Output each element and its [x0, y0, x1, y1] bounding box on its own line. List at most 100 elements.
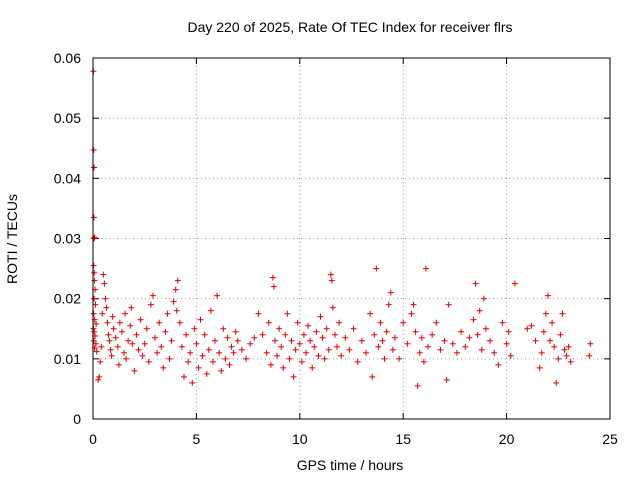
x-axis-title: GPS time / hours — [297, 457, 404, 473]
x-tick-label: 0 — [89, 431, 97, 447]
data-point — [141, 340, 148, 347]
data-point — [259, 331, 266, 338]
data-point — [247, 340, 254, 347]
data-point — [317, 313, 324, 320]
data-point — [178, 343, 185, 350]
data-point — [164, 310, 171, 317]
data-point — [458, 328, 465, 335]
data-point — [99, 310, 106, 317]
data-point — [499, 319, 506, 326]
y-tick-label: 0 — [73, 411, 81, 427]
data-point — [358, 337, 365, 344]
data-point — [524, 325, 531, 332]
data-point — [567, 358, 574, 365]
data-point — [346, 346, 353, 353]
data-point — [354, 358, 361, 365]
data-point — [201, 331, 208, 338]
data-point — [149, 292, 156, 299]
data-point — [331, 331, 338, 338]
data-point — [416, 349, 423, 356]
data-point — [180, 373, 187, 380]
data-point — [193, 340, 200, 347]
y-axis-title: ROTI / TECUs — [4, 194, 20, 284]
data-point — [212, 337, 219, 344]
chart-title: Day 220 of 2025, Rate Of TEC Index for r… — [187, 19, 512, 35]
data-point — [420, 358, 427, 365]
data-point — [185, 358, 192, 365]
data-point — [443, 376, 450, 383]
data-point — [538, 349, 545, 356]
data-point — [114, 343, 121, 350]
data-point — [91, 164, 98, 171]
data-point — [131, 367, 138, 374]
data-point — [226, 361, 233, 368]
data-point — [325, 346, 332, 353]
data-point — [139, 352, 146, 359]
data-point — [122, 310, 129, 317]
data-point — [205, 346, 212, 353]
data-point — [491, 349, 498, 356]
x-tick-labels: 0 5 10 15 20 25 — [89, 431, 618, 447]
data-point — [286, 355, 293, 362]
data-point — [251, 334, 258, 341]
data-point — [269, 274, 276, 281]
data-point — [336, 319, 343, 326]
data-point — [300, 331, 307, 338]
data-point — [284, 310, 291, 317]
data-point — [90, 147, 97, 154]
data-point — [292, 346, 299, 353]
data-point — [176, 319, 183, 326]
data-point — [381, 355, 388, 362]
data-point — [482, 325, 489, 332]
data-point — [298, 358, 305, 365]
grid-lines — [93, 58, 610, 419]
data-point — [128, 304, 135, 311]
data-point — [389, 346, 396, 353]
data-point — [267, 361, 274, 368]
data-point — [303, 349, 310, 356]
data-point — [228, 343, 235, 350]
data-point — [230, 349, 237, 356]
data-point — [103, 304, 110, 311]
x-tick-label: 10 — [292, 431, 308, 447]
data-point — [152, 334, 159, 341]
data-point — [135, 346, 142, 353]
data-point — [166, 355, 173, 362]
data-point — [329, 304, 336, 311]
data-point — [422, 265, 429, 272]
data-point — [313, 328, 320, 335]
data-point — [387, 289, 394, 296]
data-point — [495, 361, 502, 368]
data-point — [561, 346, 568, 353]
data-point — [319, 334, 326, 341]
data-point — [125, 337, 132, 344]
data-point — [170, 298, 177, 305]
data-point — [282, 331, 289, 338]
data-point — [214, 292, 221, 299]
data-point — [224, 334, 231, 341]
data-point — [288, 337, 295, 344]
axis-ticks — [92, 57, 611, 420]
y-tick-label: 0.06 — [54, 50, 81, 66]
data-point — [160, 364, 167, 371]
data-point — [555, 355, 562, 362]
data-point — [207, 307, 214, 314]
data-point — [367, 310, 374, 317]
data-point — [234, 337, 241, 344]
data-point — [559, 310, 566, 317]
data-point — [90, 214, 97, 221]
data-point — [172, 286, 179, 293]
data-point — [203, 370, 210, 377]
data-point — [466, 334, 473, 341]
data-point — [385, 301, 392, 308]
data-point — [290, 373, 297, 380]
data-point — [437, 346, 444, 353]
data-point — [418, 334, 425, 341]
data-point — [154, 349, 161, 356]
data-point — [375, 343, 382, 350]
data-point — [441, 337, 448, 344]
data-point — [321, 355, 328, 362]
data-point — [305, 322, 312, 329]
data-point — [315, 352, 322, 359]
